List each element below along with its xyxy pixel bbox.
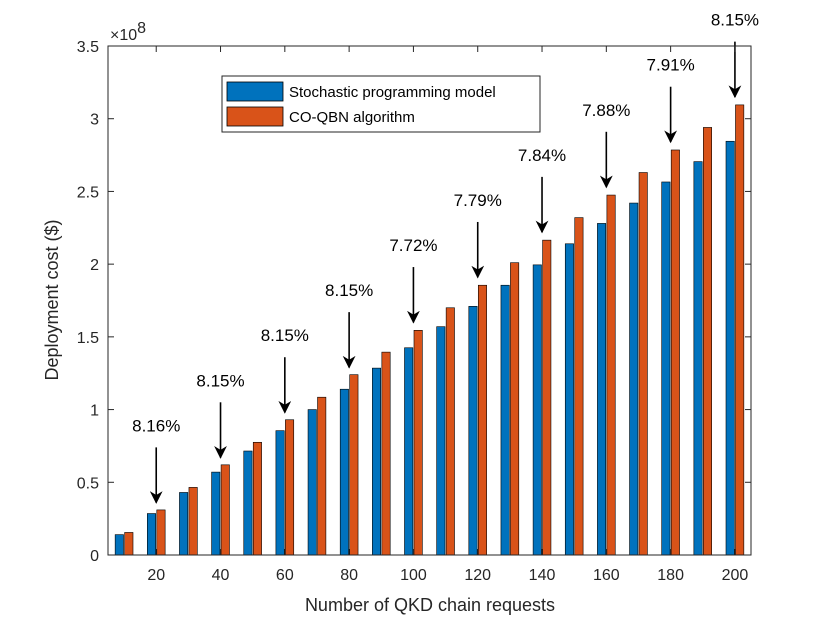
x-tick-label: 60 — [276, 567, 294, 584]
x-axis: 20 40 60 80 100 120 140 160 180 200 — [147, 46, 748, 584]
y-tick-label: 2.5 — [77, 184, 99, 201]
x-tick-label: 120 — [464, 567, 491, 584]
bar-coqbn-40 — [220, 464, 230, 556]
legend: Stochastic programming model CO-QBN algo… — [221, 75, 541, 133]
bar-stochastic-150 — [564, 243, 574, 556]
bar-coqbn-90 — [381, 351, 391, 556]
y-tick-label: 0 — [90, 548, 99, 565]
bar-stochastic-110 — [436, 326, 446, 556]
bar-coqbn-130 — [510, 262, 520, 556]
x-axis-title: Number of QKD chain requests — [305, 595, 555, 615]
y-tick-label: 2 — [90, 257, 99, 274]
x-tick-label: 100 — [400, 567, 427, 584]
annotation-label: 7.91% — [647, 56, 695, 75]
bar-stochastic-50 — [243, 450, 253, 556]
bar-coqbn-70 — [317, 396, 327, 556]
y-tick-label: 1 — [90, 403, 99, 420]
y-tick-label: 3 — [90, 112, 99, 129]
bar-coqbn-120 — [477, 284, 487, 556]
bar-stochastic-90 — [372, 367, 382, 556]
bar-coqbn-190 — [703, 127, 713, 556]
bar-stochastic-40 — [211, 471, 221, 556]
bar-coqbn-10 — [124, 532, 134, 556]
x-tick-label: 40 — [212, 567, 230, 584]
legend-label-stochastic: Stochastic programming model — [289, 84, 496, 101]
y-tick-label: 1.5 — [77, 330, 99, 347]
bar-coqbn-50 — [252, 441, 262, 556]
annotation-label: 7.72% — [389, 236, 437, 255]
bar-stochastic-20 — [147, 513, 156, 556]
legend-swatch-stochastic — [226, 81, 284, 102]
bar-coqbn-150 — [574, 217, 584, 556]
y-tick-label: 0.5 — [77, 475, 99, 492]
annotation-label: 8.15% — [196, 371, 244, 390]
bar-stochastic-200 — [725, 140, 735, 556]
bar-coqbn-140 — [542, 239, 552, 556]
y-axis: 0 0.5 1 1.5 2 2.5 3 3.5 — [77, 39, 751, 565]
y-scale-base: ×10 — [110, 27, 137, 44]
annotation-label: 7.79% — [454, 191, 502, 210]
bar-stochastic-190 — [693, 161, 703, 556]
annotation-label: 7.88% — [582, 101, 630, 120]
axes-box — [107, 45, 752, 556]
bar-stochastic-180 — [661, 181, 671, 556]
bar-stochastic-10 — [114, 534, 124, 556]
y-axis-title: Deployment cost ($) — [42, 219, 62, 380]
bar-stochastic-140 — [532, 264, 542, 556]
x-tick-label: 180 — [657, 567, 684, 584]
bar-coqbn-160 — [606, 194, 616, 556]
bar-coqbn-100 — [413, 330, 423, 556]
x-tick-label: 140 — [529, 567, 556, 584]
bar-coqbn-60 — [285, 419, 295, 556]
bar-stochastic-30 — [179, 492, 189, 556]
bar-stochastic-120 — [468, 306, 478, 556]
annotation-label: 8.15% — [325, 281, 373, 300]
bar-stochastic-160 — [597, 223, 607, 556]
annotation-label: 8.15% — [261, 326, 309, 345]
bar-stochastic-100 — [404, 347, 414, 556]
x-tick-label: 20 — [147, 567, 165, 584]
annotation-label: 8.15% — [711, 11, 759, 30]
y-scale-label: ×108 — [110, 20, 146, 44]
bar-coqbn-200 — [735, 104, 745, 556]
annotations-group: 8.16% 8.15% 8.15% 8.15% 7.72% 7.79% 7.84% 7.88%… — [132, 11, 759, 504]
bar-coqbn-110 — [445, 307, 455, 556]
bar-coqbn-80 — [349, 374, 359, 556]
x-tick-label: 160 — [593, 567, 620, 584]
y-scale-exponent: 8 — [137, 20, 146, 37]
bar-stochastic-170 — [629, 202, 639, 556]
legend-swatch-coqbn — [226, 106, 284, 127]
annotation-label: 8.16% — [132, 416, 180, 435]
annotation-label: 7.84% — [518, 146, 566, 165]
bar-stochastic-80 — [339, 388, 349, 556]
bar-coqbn-180 — [670, 149, 680, 556]
x-tick-label: 80 — [340, 567, 358, 584]
bar-stochastic-60 — [275, 430, 285, 556]
bar-coqbn-30 — [188, 487, 198, 556]
x-tick-label: 200 — [722, 567, 749, 584]
y-tick-label: 3.5 — [77, 39, 99, 56]
bar-stochastic-130 — [500, 284, 510, 556]
bar-coqbn-20 — [156, 509, 166, 556]
bar-coqbn-170 — [638, 172, 648, 556]
legend-label-coqbn: CO-QBN algorithm — [289, 109, 415, 126]
bar-stochastic-70 — [307, 409, 317, 556]
